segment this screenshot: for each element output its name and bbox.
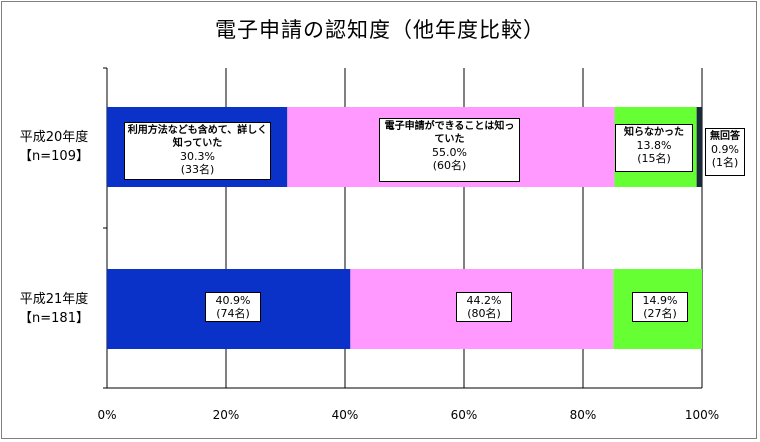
data-label: 14.9% (27名) [632, 292, 688, 322]
x-tick-label: 20% [212, 408, 240, 422]
data-label: 40.9% (74名) [205, 292, 261, 322]
x-tick-label: 40% [331, 408, 359, 422]
data-label: 電子申請ができることは知っていた 55.0% (60名) [379, 118, 520, 182]
chart-title: 電子申請の認知度（他年度比較） [215, 18, 545, 42]
data-label: 44.2% (80名) [456, 292, 512, 322]
category-label: 平成21年度 【n=181】 [19, 292, 89, 326]
data-label: 知らなかった 13.8% (15名) [615, 124, 693, 172]
x-tick-label: 60% [450, 408, 478, 422]
category-label: 平成20年度 【n=109】 [19, 130, 89, 164]
x-tick-label: 0% [97, 408, 117, 422]
data-label: 利用方法なども含めて、詳しく知っていた 30.3% (33名) [124, 122, 271, 180]
x-tick-label: 80% [569, 408, 597, 422]
x-tick-label: 100% [684, 408, 720, 422]
data-label: 無回答 0.9% (1名) [705, 128, 745, 176]
bar-segment [696, 107, 702, 187]
